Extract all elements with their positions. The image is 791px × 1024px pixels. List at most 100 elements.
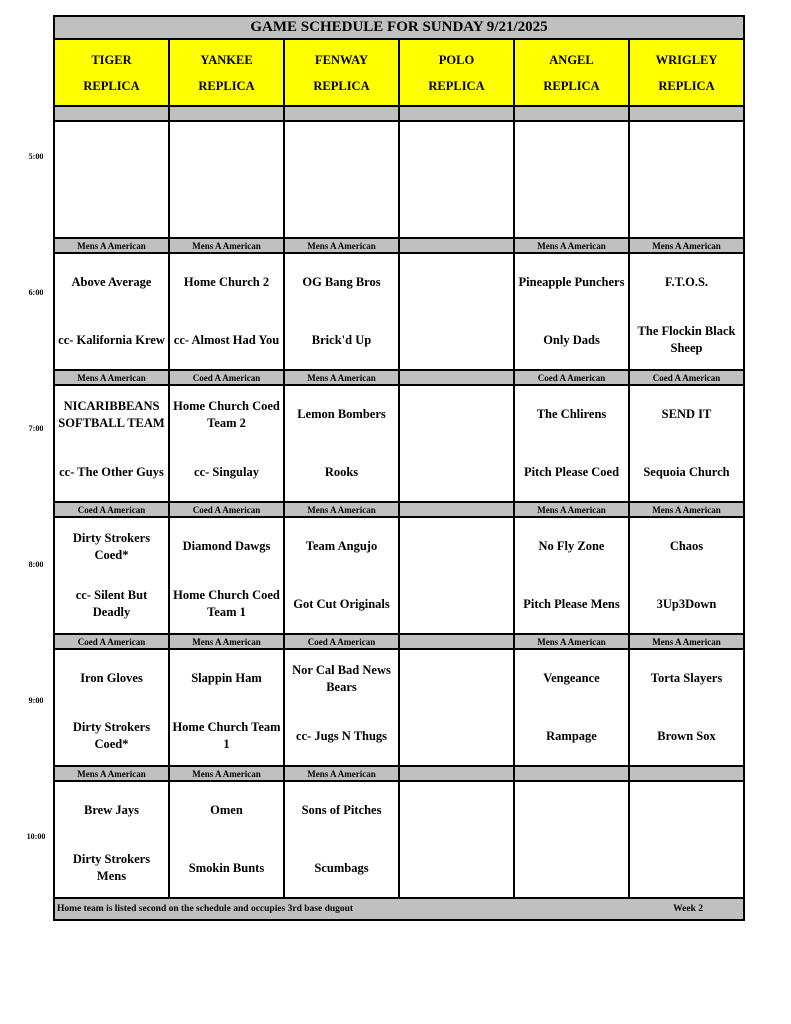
division-label [398,765,515,782]
away-team: Home Church 2 [183,275,270,290]
home-team: cc- Singulay [194,464,259,479]
home-team: Home Church Team 1 [172,720,281,752]
away-team [401,387,512,444]
away-team [401,255,512,312]
game-cell: Diamond Dawgs Home Church Coed Team 1 [168,516,285,635]
game-cell: Omen Smokin Bunts [168,780,285,899]
division-label: Mens A American [513,633,630,650]
away-team: Nor Cal Bad News Bears [292,662,391,694]
game-cell [398,252,515,371]
home-team: Dirty Strokers Coed* [72,720,151,752]
division-label: Mens A American [168,765,285,782]
home-team [631,840,742,897]
division-label: Mens A American [283,765,400,782]
field-name: ANGEL [549,52,594,67]
away-team [516,123,627,180]
division-label: Coed A American [168,501,285,518]
division-row: Coed A American Mens A American Coed A Ame… [53,633,745,650]
division-label: Mens A American [53,369,170,386]
home-team: Dirty Strokers Mens [72,852,151,884]
division-label: Mens A American [168,633,285,650]
home-team: cc- Jugs N Thugs [295,728,388,743]
home-team [286,180,397,237]
division-label: Mens A American [53,765,170,782]
division-label [168,105,285,122]
home-team [401,576,512,633]
footer-note: Home team is listed second on the schedu… [57,904,354,914]
division-label: Coed A American [283,633,400,650]
time-slot-row: Dirty Strokers Coed* cc- Silent But Deadl… [53,516,745,635]
game-cell: Nor Cal Bad News Bears cc- Jugs N Thugs [283,648,400,767]
division-label: Mens A American [283,237,400,254]
division-label [398,105,515,122]
home-team [401,840,512,897]
division-label: Mens A American [53,237,170,254]
home-team [401,444,512,501]
game-cell [398,648,515,767]
division-label: Mens A American [283,369,400,386]
field-header: TIGER REPLICA [53,38,170,107]
game-cell: Pineapple Punchers Only Dads [513,252,630,371]
field-type: REPLICA [428,78,485,93]
home-team: cc- The Other Guys [59,464,164,479]
field-type: REPLICA [543,78,600,93]
home-team: Got Cut Originals [293,596,390,611]
home-team: cc- Silent But Deadly [75,588,148,620]
away-team: Chaos [669,539,704,554]
game-cell: Sons of Pitches Scumbags [283,780,400,899]
field-name: WRIGLEY [655,52,718,67]
game-cell: Slappin Ham Home Church Team 1 [168,648,285,767]
away-team [171,123,282,180]
field-name: TIGER [91,52,132,67]
home-team [401,312,512,369]
home-team: Pitch Please Coed [523,464,620,479]
home-team: Only Dads [543,332,600,347]
game-cell [398,120,515,239]
game-cell: Lemon Bombers Rooks [283,384,400,503]
home-team [171,180,282,237]
game-cell: Dirty Strokers Coed* cc- Silent But Deadl… [53,516,170,635]
home-team: Pitch Please Mens [523,596,620,611]
away-team [401,519,512,576]
division-label: Mens A American [513,237,630,254]
game-cell [513,120,630,239]
division-label: Coed A American [53,501,170,518]
away-team: NICARIBBEANS SOFTBALL TEAM [58,398,165,430]
time-slot-row: Brew Jays Dirty Strokers Mens Omen Smokin B… [53,780,745,899]
time-label: 8:00 [28,560,44,569]
field-header-row: TIGER REPLICA YANKEE REPLICA FENWAY REPLICA PO… [53,38,745,107]
division-label [283,105,400,122]
away-team [286,123,397,180]
field-type: REPLICA [313,78,370,93]
division-label [628,765,745,782]
field-name: FENWAY [314,52,369,67]
home-team: cc- Kalifornia Krew [58,332,165,347]
home-team: Brown Sox [657,728,716,743]
field-header: POLO REPLICA [398,38,515,107]
away-team [516,783,627,840]
division-row: Mens A American Mens A American Mens A Ame… [53,765,745,782]
division-label [53,105,170,122]
game-cell: No Fly Zone Pitch Please Mens [513,516,630,635]
home-team: Rooks [324,464,359,479]
game-cell [628,780,745,899]
division-label [513,765,630,782]
away-team [401,651,512,708]
home-team: Rampage [546,728,597,743]
home-team [401,708,512,765]
division-label: Coed A American [53,633,170,650]
home-team [56,180,167,237]
game-cell: Torta Slayers Brown Sox [628,648,745,767]
field-name: POLO [438,52,475,67]
home-team [401,180,512,237]
away-team: Diamond Dawgs [182,539,271,554]
away-team [56,123,167,180]
game-cell: Chaos 3Up3Down [628,516,745,635]
time-slot-row: Above Average cc- Kalifornia Krew Home Chu… [53,252,745,371]
game-cell [398,780,515,899]
division-row: Mens A American Mens A American Mens A Ame… [53,237,745,254]
home-team [516,840,627,897]
game-cell [168,120,285,239]
division-label: Coed A American [628,369,745,386]
away-team: Pineapple Punchers [518,275,625,290]
